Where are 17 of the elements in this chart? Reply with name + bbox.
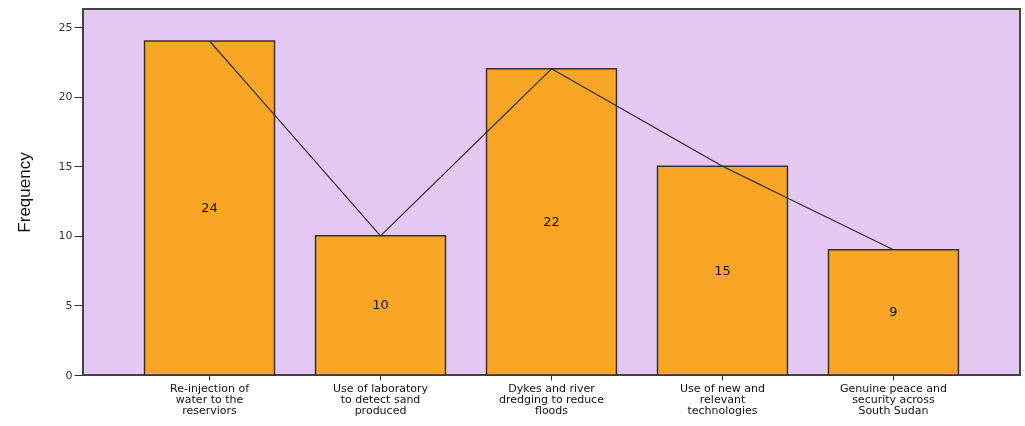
y-axis-title: Frequency [14,151,34,233]
y-tick-label: 25 [58,20,73,34]
y-tick-label: 15 [58,159,73,173]
x-tick-label: Re-injection of water to the reserviors [170,381,251,417]
data-label: 22 [543,213,560,229]
data-label: 15 [714,262,731,278]
data-label: 9 [889,304,898,320]
x-tick-label: Use of new and relevant technologies [679,381,766,417]
data-label: 10 [372,297,389,313]
x-tick-label: Dykes and river dredging to reduce floods [499,381,605,417]
y-tick-label: 0 [65,368,73,382]
y-tick-label: 5 [65,298,73,312]
x-tick-label: Genuine peace and security across South Sudan [839,381,947,417]
y-tick-label: 20 [58,90,73,104]
y-tick-label: 10 [58,229,73,243]
data-label: 24 [201,200,218,215]
x-tick-label: Use of laboratory to detect sand produced [333,381,429,417]
